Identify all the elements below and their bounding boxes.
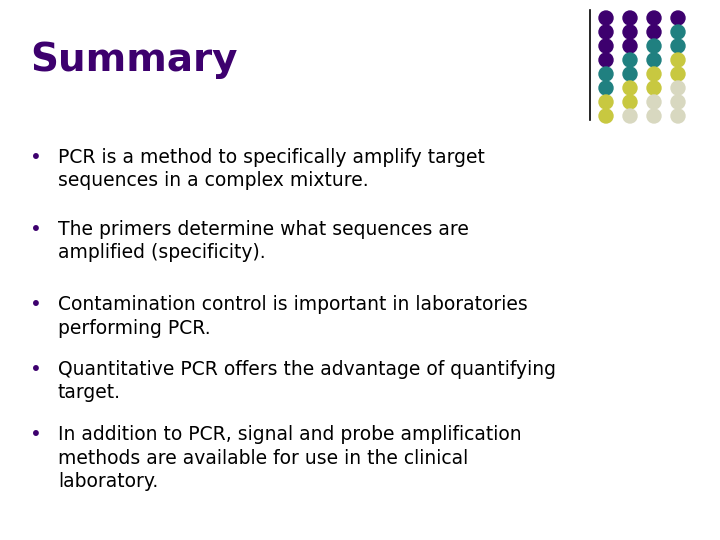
Circle shape: [671, 39, 685, 53]
Text: •: •: [30, 360, 42, 379]
Circle shape: [671, 109, 685, 123]
Circle shape: [599, 109, 613, 123]
Circle shape: [623, 39, 637, 53]
Circle shape: [647, 81, 661, 95]
Circle shape: [671, 67, 685, 81]
Text: •: •: [30, 148, 42, 167]
Circle shape: [599, 67, 613, 81]
Text: In addition to PCR, signal and probe amplification
methods are available for use: In addition to PCR, signal and probe amp…: [58, 425, 521, 491]
Circle shape: [599, 95, 613, 109]
Circle shape: [671, 25, 685, 39]
Circle shape: [647, 109, 661, 123]
Circle shape: [647, 25, 661, 39]
Text: •: •: [30, 425, 42, 444]
Circle shape: [623, 11, 637, 25]
Circle shape: [647, 11, 661, 25]
Circle shape: [623, 109, 637, 123]
Circle shape: [671, 53, 685, 67]
Text: PCR is a method to specifically amplify target
sequences in a complex mixture.: PCR is a method to specifically amplify …: [58, 148, 485, 191]
Circle shape: [599, 25, 613, 39]
Circle shape: [671, 95, 685, 109]
Circle shape: [623, 67, 637, 81]
Text: •: •: [30, 220, 42, 239]
Text: Contamination control is important in laboratories
performing PCR.: Contamination control is important in la…: [58, 295, 528, 338]
Circle shape: [599, 39, 613, 53]
Text: Quantitative PCR offers the advantage of quantifying
target.: Quantitative PCR offers the advantage of…: [58, 360, 556, 402]
Circle shape: [623, 25, 637, 39]
Text: •: •: [30, 295, 42, 314]
Circle shape: [623, 53, 637, 67]
Text: Summary: Summary: [30, 41, 238, 79]
Circle shape: [623, 95, 637, 109]
Circle shape: [599, 81, 613, 95]
Circle shape: [599, 53, 613, 67]
Circle shape: [647, 67, 661, 81]
Circle shape: [647, 53, 661, 67]
Circle shape: [623, 81, 637, 95]
Circle shape: [599, 11, 613, 25]
Circle shape: [671, 81, 685, 95]
Circle shape: [647, 39, 661, 53]
Circle shape: [647, 95, 661, 109]
Text: The primers determine what sequences are
amplified (specificity).: The primers determine what sequences are…: [58, 220, 469, 262]
Circle shape: [671, 11, 685, 25]
